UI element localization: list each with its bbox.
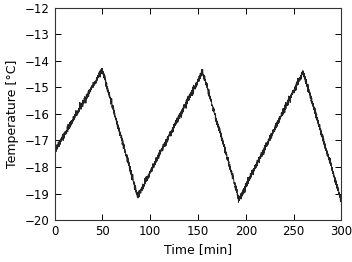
Y-axis label: Temperature [°C]: Temperature [°C] bbox=[6, 60, 19, 168]
X-axis label: Time [min]: Time [min] bbox=[164, 243, 232, 256]
